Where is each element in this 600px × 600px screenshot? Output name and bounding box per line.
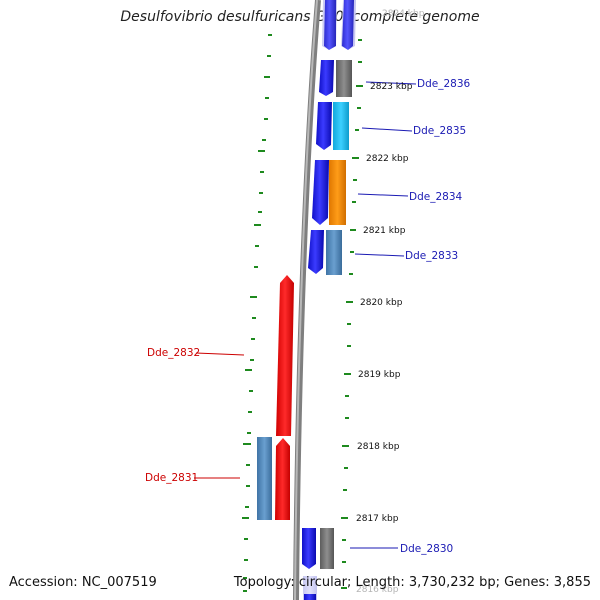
gene-block-2833 xyxy=(326,230,342,275)
gene-arrow-2835-blue xyxy=(316,102,332,150)
gene-label-dde-2831[interactable]: Dde_2831 xyxy=(145,472,198,484)
genome-backbone xyxy=(293,0,321,600)
scale-label-2816-partial: 2816 kbp xyxy=(356,585,399,595)
gene-block-2836 xyxy=(336,60,352,97)
scale-label-2822: 2822 kbp xyxy=(366,154,409,164)
gene-callout-lines xyxy=(194,81,417,549)
reverse-strand-genes xyxy=(257,275,294,520)
gene-block-bottom xyxy=(304,594,316,600)
gene-arrow-2834-blue xyxy=(312,160,329,225)
gene-label-dde-2836[interactable]: Dde_2836 xyxy=(417,78,471,90)
gene-label-dde-2830[interactable]: Dde_2830 xyxy=(400,543,453,555)
topology-summary: Topology: circular; Length: 3,730,232 bp… xyxy=(233,575,591,590)
forward-strand-genes xyxy=(308,0,356,275)
bottom-forward-genes xyxy=(302,528,334,600)
outer-tick-marks xyxy=(341,39,363,589)
gene-block-2835 xyxy=(333,102,349,150)
accession-label: Accession: NC_007519 xyxy=(9,575,157,590)
gene-arrow-2833-blue xyxy=(308,230,324,274)
gene-block-2830 xyxy=(320,528,334,569)
scale-label-2820: 2820 kbp xyxy=(360,298,403,308)
gene-block-top-blue-4 xyxy=(342,0,354,50)
gene-arrow-2836-blue xyxy=(319,60,334,96)
scale-label-2823: 2823 kbp xyxy=(370,82,413,92)
gene-labels[interactable]: Dde_2836 Dde_2835 Dde_2834 Dde_2833 Dde_… xyxy=(145,78,471,555)
genome-title: Desulfovibrio desulfuricans G20, complet… xyxy=(120,9,480,25)
scale-label-2821: 2821 kbp xyxy=(363,226,406,236)
inner-tick-marks xyxy=(242,34,272,592)
scale-labels: 2824 kbp 2823 kbp 2822 kbp 2821 kbp 2820… xyxy=(356,9,425,595)
gene-arrow-2832 xyxy=(276,275,294,436)
gene-label-dde-2834[interactable]: Dde_2834 xyxy=(409,191,463,203)
scale-label-2817: 2817 kbp xyxy=(356,514,399,524)
gene-block-2834 xyxy=(329,160,346,225)
gene-arrow-2831-red xyxy=(275,438,290,520)
gene-block-2831 xyxy=(257,437,272,520)
gene-label-dde-2833[interactable]: Dde_2833 xyxy=(405,250,458,262)
scale-label-2819: 2819 kbp xyxy=(358,370,401,380)
gene-arrow-2830-blue xyxy=(302,528,316,569)
gene-block-top-blue-3 xyxy=(324,0,336,50)
gene-label-dde-2835[interactable]: Dde_2835 xyxy=(413,125,466,137)
gene-label-dde-2832[interactable]: Dde_2832 xyxy=(147,347,200,359)
scale-label-2824-partial: 2824 kbp xyxy=(382,9,425,19)
scale-label-2818: 2818 kbp xyxy=(357,442,400,452)
